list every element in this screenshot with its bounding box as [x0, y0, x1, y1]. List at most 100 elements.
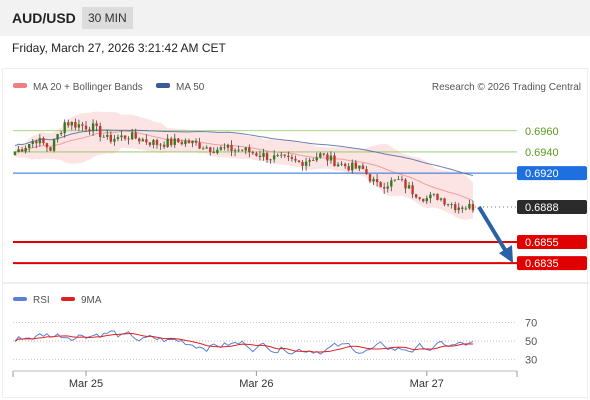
- level-label-pivot: 0.6920: [525, 168, 559, 180]
- ma50-line-path: [14, 129, 474, 177]
- candle: [141, 139, 144, 142]
- candle: [361, 165, 365, 170]
- candle: [280, 154, 283, 156]
- candle: [272, 155, 276, 160]
- candle: [343, 163, 347, 167]
- ma20-legend-swatch: [13, 83, 27, 88]
- ma9-legend-label: 9MA: [81, 295, 102, 306]
- candle: [120, 135, 123, 138]
- candle: [88, 129, 91, 132]
- candle: [248, 147, 251, 153]
- candle: [134, 132, 137, 139]
- candle: [276, 155, 279, 156]
- candle: [422, 198, 425, 202]
- candle: [106, 134, 109, 137]
- chart-card: MA 20 + Bollinger Bands MA 50 Research ©…: [2, 68, 589, 399]
- candle: [198, 142, 201, 149]
- candle: [464, 208, 468, 210]
- candle: [127, 138, 130, 140]
- candle: [432, 193, 436, 195]
- candle: [351, 162, 354, 171]
- candle: [59, 132, 63, 135]
- bollinger-bands: [14, 111, 474, 220]
- candle: [95, 123, 98, 127]
- candle: [159, 144, 162, 146]
- candle: [38, 138, 42, 144]
- candle: [258, 155, 262, 157]
- rsi-tick-label: 30: [525, 355, 537, 367]
- candle: [74, 121, 77, 128]
- candle: [283, 154, 286, 156]
- candle: [45, 143, 49, 148]
- credit-label: Research © 2026 Trading Central: [432, 82, 581, 93]
- ma50-legend-swatch: [156, 83, 170, 88]
- candle: [262, 153, 265, 157]
- level-labels: 0.6960 0.6940 0.6920 0.6888 0.6855 0.6835: [517, 126, 587, 271]
- candle: [301, 162, 304, 166]
- candle: [13, 152, 17, 156]
- rsi-legend-label: RSI: [33, 295, 50, 306]
- candle: [91, 123, 95, 132]
- candle: [170, 138, 173, 145]
- candle: [251, 152, 255, 154]
- candle: [180, 142, 184, 145]
- candle: [70, 121, 73, 126]
- candle: [315, 157, 318, 161]
- ma9-legend-swatch: [61, 297, 75, 301]
- candle: [130, 132, 134, 140]
- candle: [400, 179, 404, 180]
- candle: [216, 149, 219, 154]
- candle: [326, 154, 329, 161]
- candle: [233, 150, 237, 152]
- forecast-arrow-head: [499, 245, 513, 264]
- candle: [404, 179, 407, 189]
- candle: [102, 136, 105, 138]
- x-tick-label: Mar 26: [239, 378, 273, 390]
- candle: [269, 159, 272, 161]
- candle: [223, 147, 226, 149]
- candle: [52, 139, 56, 151]
- candle: [297, 160, 301, 163]
- candle: [201, 148, 205, 150]
- candle: [390, 180, 393, 187]
- candle: [386, 186, 389, 189]
- candle: [226, 144, 230, 148]
- candle: [450, 204, 453, 205]
- candle: [187, 140, 191, 144]
- candle: [152, 139, 155, 145]
- candle: [209, 147, 212, 152]
- candle: [407, 185, 411, 189]
- candle: [205, 147, 208, 149]
- datetime-label: Friday, March 27, 2026 3:21:42 AM CET: [12, 41, 226, 55]
- candle: [471, 204, 475, 211]
- candle: [354, 162, 357, 169]
- symbol-title: AUD/USD: [12, 10, 76, 26]
- x-tick-label: Mar 27: [410, 378, 444, 390]
- candle: [347, 166, 350, 171]
- level-label-bg-5: [517, 256, 587, 271]
- level-label-bg-4: [517, 234, 587, 249]
- candle: [162, 144, 166, 147]
- candle: [67, 122, 70, 126]
- candle: [294, 158, 297, 161]
- price-chart[interactable]: MA 20 + Bollinger Bands MA 50 Research ©…: [3, 69, 589, 399]
- candle: [287, 155, 290, 158]
- candle: [138, 138, 141, 142]
- candle: [194, 140, 198, 143]
- candle: [446, 204, 450, 206]
- candle: [393, 179, 397, 181]
- candle: [383, 187, 386, 189]
- candle: [191, 140, 194, 144]
- candle: [468, 204, 471, 209]
- level-label-support: 0.6835: [525, 258, 559, 270]
- top-bar: AUD/USD 30 MIN: [0, 0, 590, 36]
- candle: [116, 137, 120, 139]
- timeframe-button[interactable]: 30 MIN: [82, 7, 133, 29]
- candle: [173, 138, 176, 145]
- candle: [365, 169, 368, 175]
- candle: [49, 147, 52, 151]
- candle: [397, 179, 400, 180]
- candle: [414, 194, 418, 198]
- candle: [340, 163, 343, 165]
- candle: [24, 148, 27, 152]
